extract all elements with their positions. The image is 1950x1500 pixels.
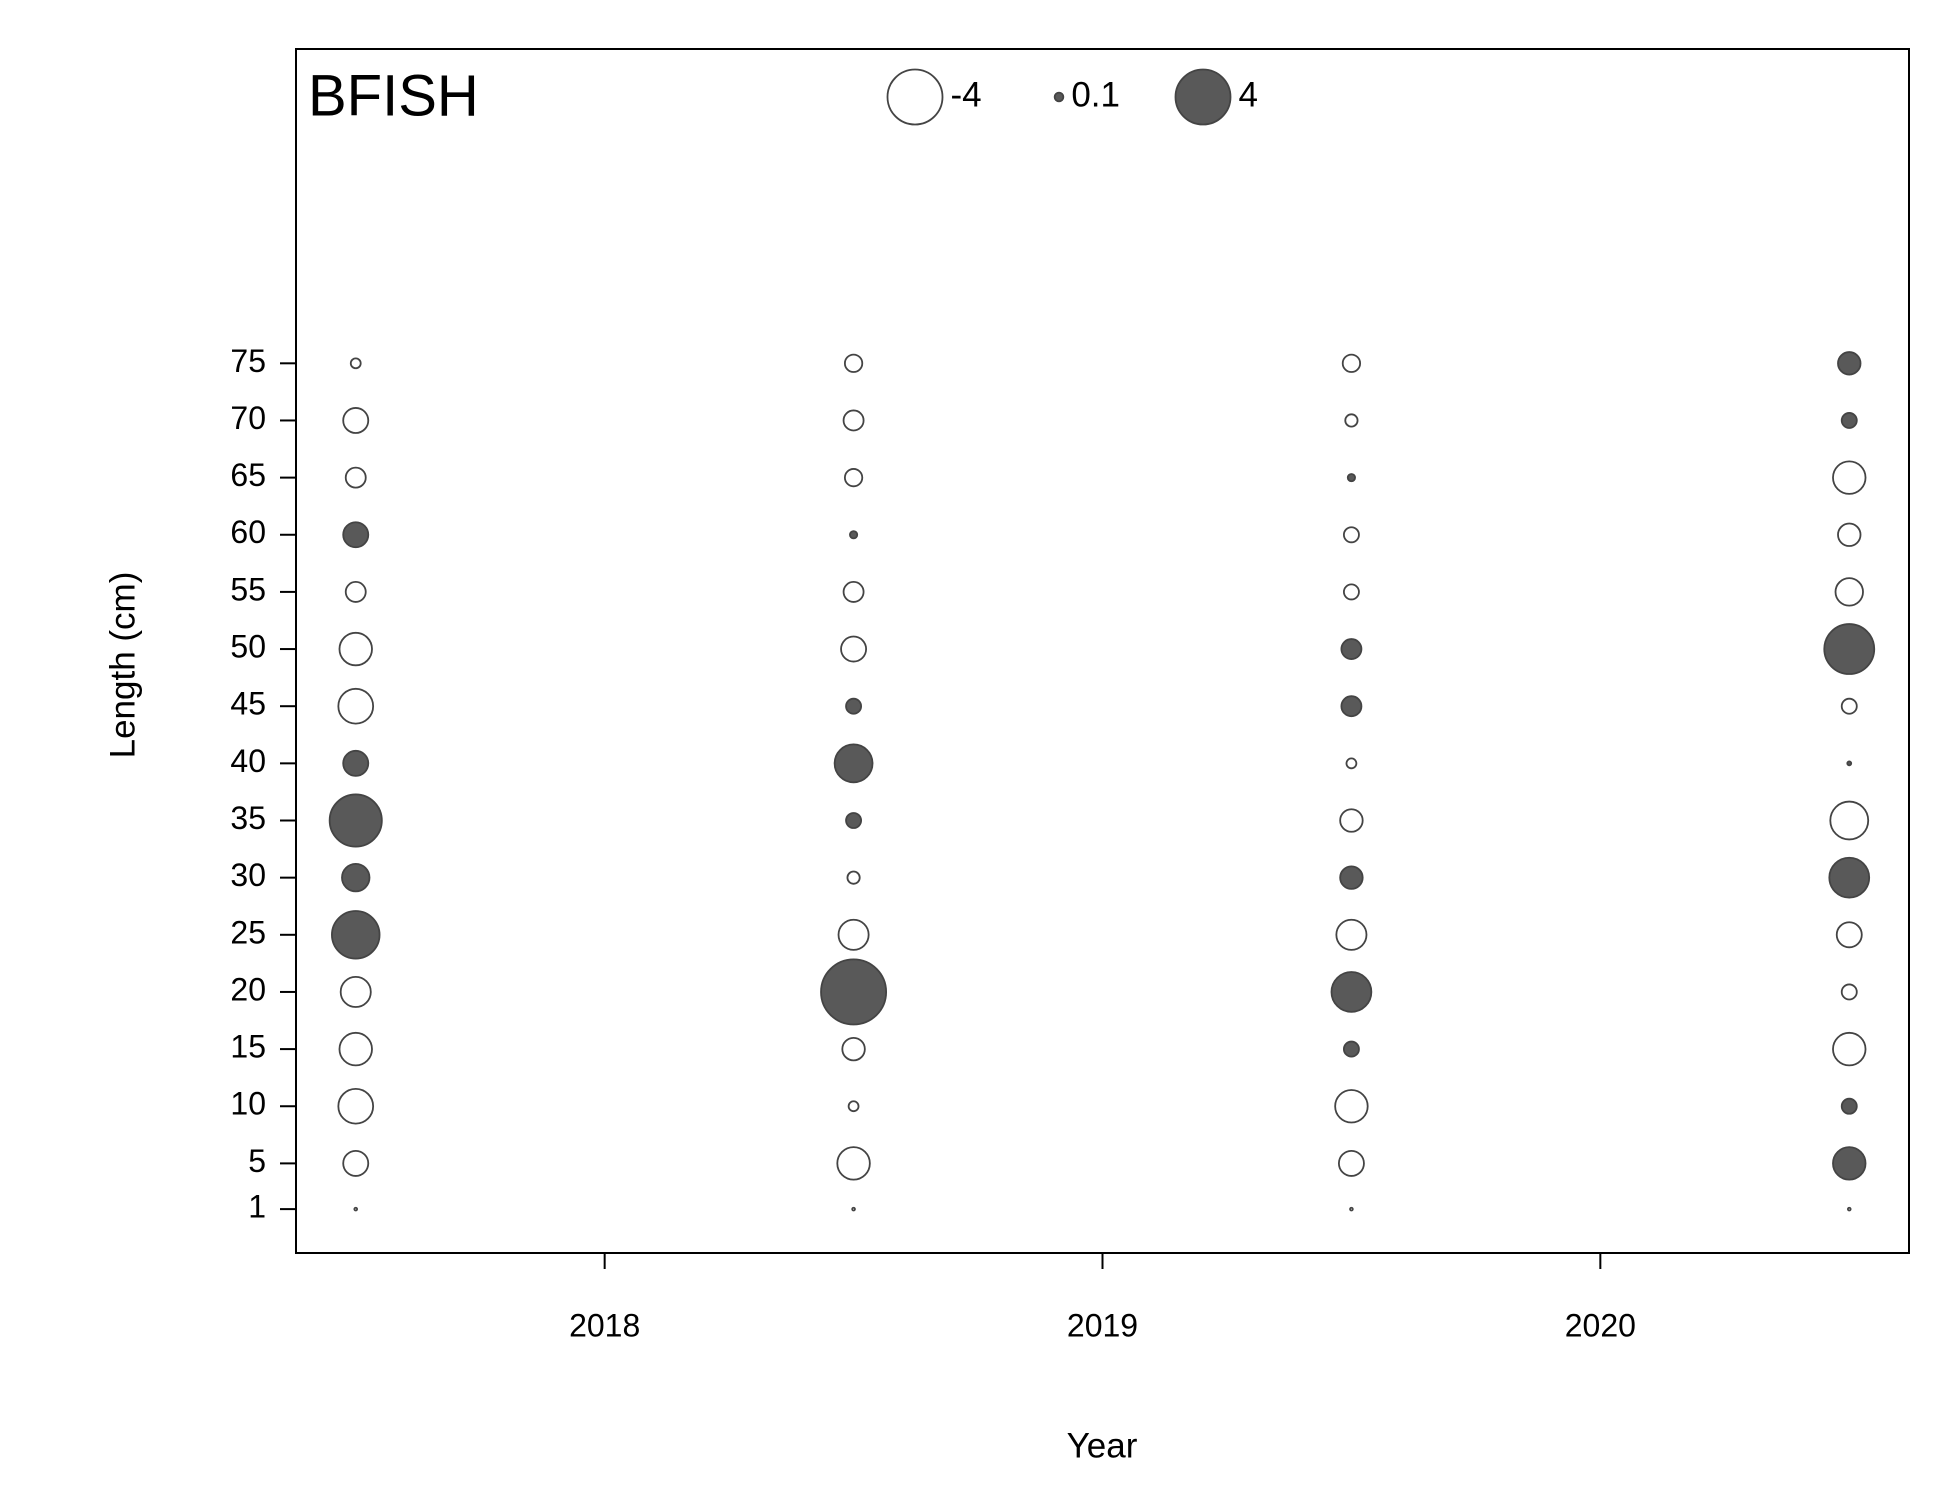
x-axis-title: Year [1067,1426,1138,1465]
bubble [1344,413,1359,428]
y-tick-label: 65 [230,457,266,493]
bubble [1834,577,1864,607]
bubble [1837,351,1862,376]
bubble [1840,412,1858,429]
y-tick-label: 5 [248,1143,266,1179]
y-tick-label: 70 [230,400,266,436]
bubble [1349,1206,1354,1212]
bubble [342,749,370,777]
y-axis-title: Length (cm) [103,572,142,759]
y-tick-label: 15 [230,1029,266,1065]
y-tick-label: 10 [230,1086,266,1122]
bubble [820,958,888,1026]
y-tick-label: 55 [230,571,266,607]
bubble [337,687,375,725]
bubble [344,580,367,603]
bubble [1823,623,1876,675]
bubble [338,1031,373,1067]
bubble [845,812,863,829]
y-tick-label: 30 [230,857,266,893]
bubble [344,466,367,489]
legend-label: 4 [1239,75,1258,114]
bubble [1840,1097,1858,1115]
legend-label: -4 [951,75,982,114]
bubble [840,635,868,663]
bubble [847,1100,860,1113]
bubble [1340,638,1363,660]
bubble [842,409,865,432]
bubble [1837,522,1862,547]
bubble [1346,473,1356,483]
bubble [1341,353,1362,373]
y-tick-label: 60 [230,514,266,550]
bubble [841,1036,866,1062]
bubble [1342,526,1360,544]
bubble [1342,1040,1360,1058]
y-tick-label: 1 [248,1189,266,1225]
x-tick-label: 2018 [569,1307,640,1343]
bubble [341,863,371,893]
bubble [845,697,863,715]
x-tick-label: 2020 [1565,1307,1636,1343]
bubble [1840,697,1858,715]
legend-bubble [1053,91,1065,103]
bubble [842,580,865,603]
bubble [1846,760,1853,767]
y-tick-label: 25 [230,914,266,950]
plot-frame [295,48,1910,1254]
bubble [846,870,861,885]
bubble [1339,808,1364,833]
y-tick-label: 50 [230,629,266,665]
bubble [836,1146,871,1181]
bubble [353,1206,359,1212]
bubble [833,743,874,784]
y-tick-label: 35 [230,800,266,836]
bubble [1340,695,1363,718]
bubble [338,631,373,667]
bubble [1840,983,1858,1001]
bubble [337,1087,375,1125]
panel-title: BFISH [308,63,479,128]
legend-label: 0.1 [1071,75,1120,114]
bubble [1829,800,1870,841]
x-tick-label: 2019 [1067,1307,1138,1343]
bubble [339,975,372,1008]
bubble [849,530,859,540]
bubble [1334,1089,1369,1124]
legend-bubble [886,68,944,126]
bubble [1330,971,1373,1013]
bubble [1828,856,1871,899]
bubble [1342,583,1360,601]
y-tick-label: 20 [230,971,266,1007]
bubble [1345,757,1358,770]
y-tick-label: 75 [230,343,266,379]
legend-bubble [1174,68,1232,126]
bubble [331,910,381,960]
bubble [843,353,864,373]
bubble [328,793,383,848]
bubble [342,521,370,549]
bubble [349,357,362,370]
bubble [851,1206,856,1212]
bubble [342,407,370,434]
bubble [843,468,864,488]
bubble [837,918,870,951]
bubble [1339,865,1364,890]
bubble [1832,1146,1867,1181]
y-tick-label: 40 [230,743,266,779]
bubble [1337,1149,1365,1177]
y-tick-label: 45 [230,686,266,722]
bubble [1846,1206,1852,1212]
bubble [1832,460,1867,495]
bubble [342,1149,370,1177]
bubble [1335,918,1368,951]
bubble [1835,921,1863,949]
bubble [1832,1031,1867,1067]
